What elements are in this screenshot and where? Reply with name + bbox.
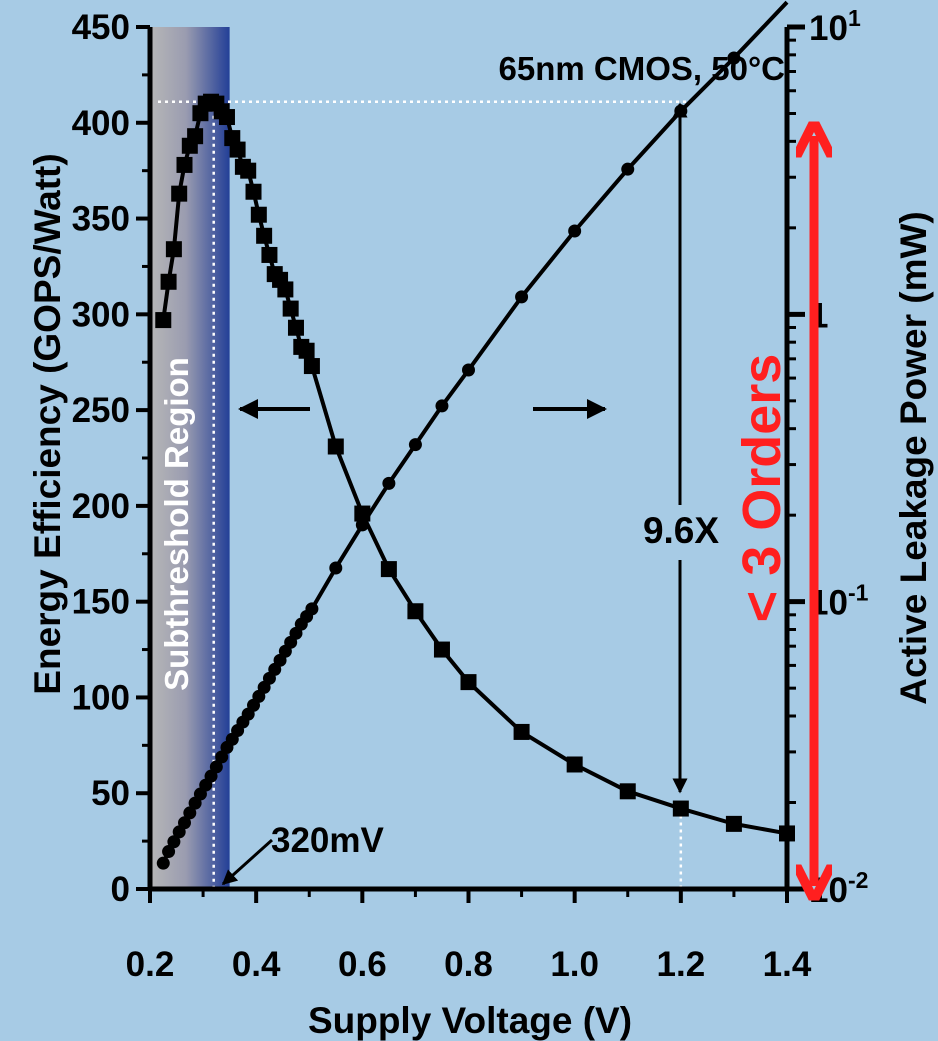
leakage-point [727,51,741,65]
efficiency-point [250,206,267,223]
efficiency-point [725,815,742,832]
x-tick-label: 1.4 [763,945,812,984]
y-axis-label-left: Energy Efficiency (GOPS/Watt) [27,153,68,694]
vmin-arrow [221,838,274,886]
y-left-tick-label: 50 [91,774,130,813]
y-left-tick-label: 150 [72,583,130,622]
vmin-label: 320mV [271,821,385,860]
x-tick-label: 0.8 [444,945,493,984]
leakage-point [515,290,529,304]
efficiency-point [407,603,424,620]
region-label: Subthreshold Region [158,357,195,691]
efficiency-point [160,273,177,290]
leakage-point [178,816,192,830]
efficiency-point [187,128,204,145]
orders-label: < 3 Orders [732,354,792,623]
y-axis-label-right: Active Leakage Power (mW) [893,211,934,704]
efficiency-point [229,141,246,158]
efficiency-point [672,800,689,817]
y-left-tick-label: 400 [72,104,130,143]
y-left-tick-label: 450 [72,8,130,47]
leakage-point [183,806,197,820]
leakage-point [435,399,449,413]
efficiency-point [245,183,262,200]
y-left-tick-label: 100 [72,678,130,717]
efficiency-point [298,342,315,359]
leakage-point [621,162,635,176]
y-left-tick-label: 300 [72,295,130,334]
series-line [161,0,789,864]
chart-title: 65nm CMOS, 50°C [499,50,785,87]
x-tick-label: 1.2 [657,945,706,984]
leakage-point [305,602,319,616]
leakage-point [382,476,396,490]
x-axis-label: Supply Voltage (V) [308,1000,632,1041]
y-left-tick-label: 250 [72,391,130,430]
efficiency-point [566,756,583,773]
efficiency-point [513,723,530,740]
leakage-point [209,760,223,774]
axes: 0.2 0.4 0.6 0.8 1.0 1.2 1.4 0 50 100 150 200 250 300 3… [72,5,869,984]
efficiency-point [303,358,320,375]
efficiency-point [261,246,278,263]
leakage-point [215,750,229,764]
ratio-label: 9.6X [643,510,719,551]
leakage-point [568,224,582,238]
x-tick-label: 0.6 [338,945,387,984]
leakage-point [355,518,369,532]
efficiency-point [779,825,795,842]
x-tick-label: 0.4 [232,945,281,984]
efficiency-point [282,300,299,317]
efficiency-point [256,227,273,244]
guide-lines [158,100,690,889]
efficiency-point [171,185,188,202]
efficiency-series [155,93,795,842]
x-tick-label: 1.0 [550,945,599,984]
leakage-point [162,845,176,859]
efficiency-point [155,312,172,329]
leakage-point [329,561,343,575]
leakage-point [156,856,170,870]
y-left-tick-label: 0 [111,870,130,909]
efficiency-point [460,674,477,691]
leakage-point [462,363,475,377]
y-left-tick-label: 200 [72,487,130,526]
efficiency-point [327,438,344,455]
efficiency-point [287,319,304,336]
leakage-point [167,835,181,849]
efficiency-point [380,561,397,578]
efficiency-point [433,641,450,658]
leakage-series [156,0,789,870]
efficiency-point [165,241,182,258]
y-right-tick-label: 101 [809,5,861,48]
efficiency-point [176,156,193,173]
efficiency-point [240,162,257,179]
y-left-tick-label: 350 [72,200,130,239]
efficiency-point [619,783,636,800]
annotations [221,102,814,886]
efficiency-point [277,281,294,298]
leakage-point [408,438,422,452]
x-tick-label: 0.2 [126,945,175,984]
efficiency-point [218,109,235,126]
